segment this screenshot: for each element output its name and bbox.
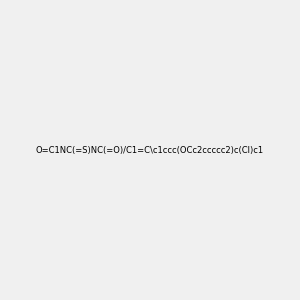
Text: O=C1NC(=S)NC(=O)/C1=C\c1ccc(OCc2ccccc2)c(Cl)c1: O=C1NC(=S)NC(=O)/C1=C\c1ccc(OCc2ccccc2)c… bbox=[36, 146, 264, 154]
